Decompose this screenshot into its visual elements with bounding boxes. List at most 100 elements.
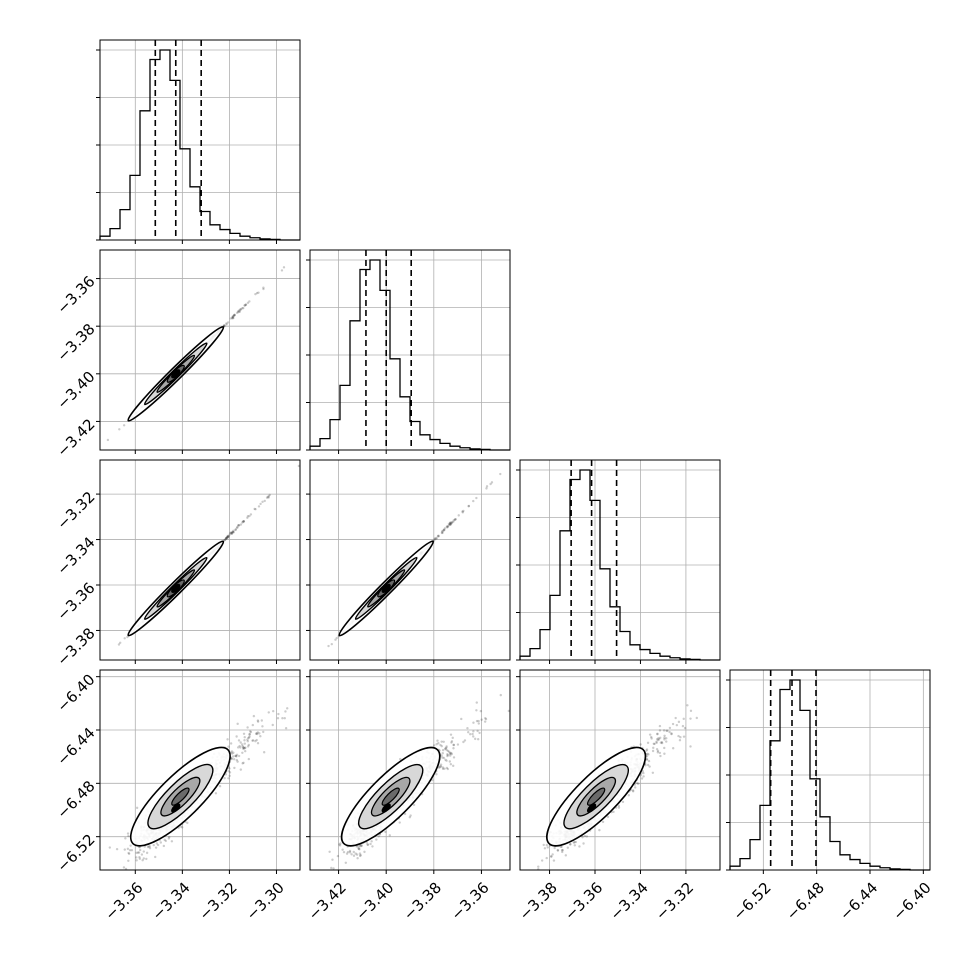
sample-point	[475, 496, 478, 500]
sample-point	[246, 745, 250, 748]
sample-point	[232, 316, 235, 320]
sample-point	[122, 866, 126, 869]
sample-point	[246, 738, 249, 741]
sample-point	[449, 521, 452, 524]
sample-point	[328, 850, 331, 854]
sample-point	[154, 855, 157, 859]
sample-point	[472, 730, 475, 733]
sample-point	[335, 636, 338, 640]
sample-point	[357, 847, 360, 850]
sample-point	[214, 792, 218, 795]
sample-point	[686, 704, 689, 707]
sample-point	[330, 642, 333, 646]
contour-peak	[381, 583, 391, 594]
sample-point	[255, 732, 259, 736]
sample-point	[478, 731, 481, 735]
sample-point	[445, 748, 448, 752]
sample-point	[156, 843, 160, 847]
sample-point	[444, 747, 447, 750]
sample-point	[572, 841, 576, 844]
sample-point	[122, 424, 126, 427]
sample-point	[542, 843, 545, 847]
sample-point	[658, 729, 662, 732]
sample-point	[360, 844, 363, 848]
sample-point	[251, 739, 254, 742]
sample-point	[239, 307, 242, 311]
panel-2-0: −3.38−3.36−3.34−3.32	[53, 459, 301, 670]
sample-point	[254, 292, 257, 296]
sample-point	[124, 867, 128, 870]
sample-point	[256, 720, 260, 723]
sample-point	[297, 464, 300, 468]
sample-point	[242, 747, 245, 751]
sample-point	[671, 722, 675, 726]
sample-point	[246, 516, 249, 520]
sample-point	[237, 754, 241, 758]
sample-point	[179, 825, 183, 828]
sample-point	[247, 757, 251, 761]
sample-point	[489, 482, 492, 486]
sample-point	[126, 832, 130, 835]
sample-point	[283, 717, 286, 720]
sample-point	[243, 739, 246, 742]
sample-point	[141, 859, 144, 862]
sample-point	[479, 709, 483, 713]
sample-point	[448, 521, 452, 525]
sample-point	[255, 291, 259, 295]
sample-point	[242, 306, 245, 310]
sample-point	[167, 835, 171, 839]
sample-point	[268, 493, 271, 497]
sample-point	[181, 826, 184, 829]
sample-point	[656, 751, 660, 754]
sample-point	[345, 852, 349, 855]
sample-point	[137, 851, 141, 854]
sample-point	[439, 765, 443, 768]
sample-point	[435, 773, 438, 776]
sample-point	[652, 742, 656, 745]
sample-point	[358, 848, 361, 851]
sample-point	[659, 754, 662, 758]
sample-point	[569, 843, 572, 846]
sample-point	[236, 760, 239, 763]
sample-point	[330, 866, 333, 870]
sample-point	[235, 526, 239, 529]
sample-point	[233, 314, 236, 317]
sample-point	[475, 719, 479, 723]
sample-point	[239, 741, 242, 744]
sample-point	[678, 738, 682, 742]
sample-point	[331, 858, 334, 861]
sample-point	[242, 520, 246, 523]
sample-point	[583, 834, 587, 838]
sample-point	[262, 287, 265, 291]
x-tick-label-0-1: −3.34	[148, 879, 193, 924]
sample-point	[446, 753, 450, 757]
sample-point	[683, 726, 687, 730]
contour-level-3	[586, 787, 606, 806]
sample-point	[658, 751, 662, 755]
sample-point	[231, 316, 234, 320]
sample-point	[645, 758, 649, 761]
sample-point	[284, 726, 288, 730]
sample-point	[186, 821, 189, 825]
sample-point	[443, 767, 446, 770]
sample-point	[598, 828, 601, 832]
sample-point	[631, 789, 635, 792]
sample-point	[346, 850, 350, 854]
sample-point	[352, 850, 355, 854]
sample-point	[663, 738, 666, 741]
sample-point	[473, 737, 477, 741]
sample-point	[145, 851, 149, 855]
sample-point	[447, 522, 451, 526]
sample-point	[663, 734, 666, 737]
sample-point	[556, 849, 560, 852]
sample-point	[433, 538, 436, 542]
sample-point	[239, 308, 242, 311]
sample-point	[225, 536, 228, 540]
sample-point	[446, 752, 449, 756]
sample-point	[241, 521, 244, 524]
sample-point	[689, 709, 693, 713]
sample-point	[226, 535, 229, 539]
sample-point	[284, 710, 287, 713]
sample-point	[357, 845, 360, 849]
sample-point	[128, 849, 132, 852]
